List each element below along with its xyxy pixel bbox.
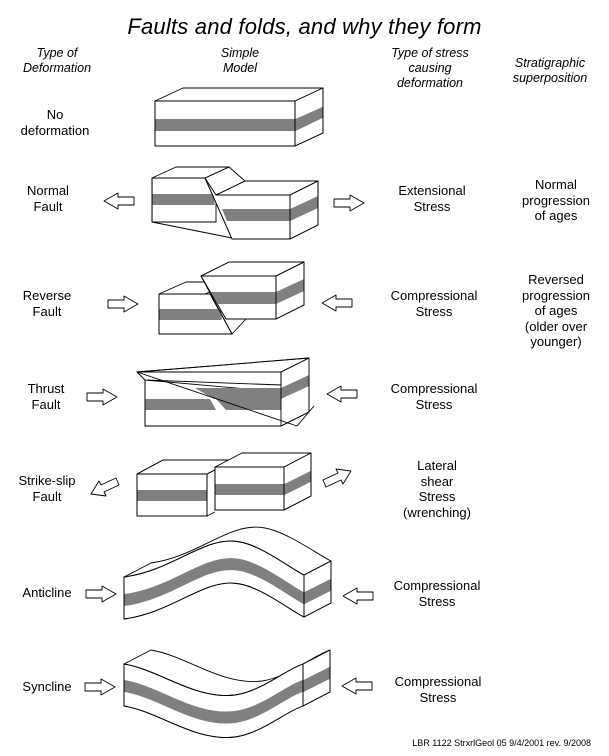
block-syncline	[123, 649, 331, 739]
stress-label-strike-slip-fault: Lateral shear Stress (wrenching)	[403, 458, 471, 520]
block-anticline	[123, 526, 332, 620]
arrow-down-left-icon	[90, 477, 120, 497]
strat-note-reverse-fault: Reversed progression of ages (older over…	[522, 272, 590, 349]
block-thrust-fault	[136, 357, 315, 427]
row-label-reverse-fault: Reverse Fault	[22, 288, 72, 319]
stress-label-anticline: Compressional Stress	[393, 578, 481, 609]
arrow-left-icon	[321, 294, 353, 312]
arrow-left-icon	[103, 192, 135, 210]
arrow-right-icon	[333, 194, 365, 212]
footer-credit: LBR 1122 StrxrlGeol 05 9/4/2001 rev. 9/2…	[412, 738, 591, 748]
row-label-no-deformation: No deformation	[20, 107, 90, 138]
header-type-of-deformation: Type of Deformation	[22, 46, 92, 75]
diagram-title: Faults and folds, and why they form	[127, 14, 482, 39]
arrow-right-icon	[85, 585, 117, 603]
arrow-right-icon	[84, 678, 116, 696]
stress-label-syncline: Compressional Stress	[394, 674, 482, 705]
header-stratigraphic-superposition: Stratigraphic superposition	[512, 56, 588, 85]
stress-label-thrust-fault: Compressional Stress	[390, 381, 478, 412]
row-label-syncline: Syncline	[22, 679, 72, 694]
block-reverse-fault	[158, 261, 305, 335]
arrow-right-icon	[107, 295, 139, 313]
arrow-up-right-icon	[322, 468, 352, 488]
row-label-normal-fault: Normal Fault	[27, 183, 69, 214]
arrow-left-icon	[342, 587, 374, 605]
arrow-right-icon	[86, 388, 118, 406]
stress-label-reverse-fault: Compressional Stress	[390, 288, 478, 319]
block-no-deformation	[154, 87, 324, 147]
row-label-strike-slip-fault: Strike-slip Fault	[18, 473, 76, 504]
header-simple-model: Simple Model	[220, 46, 260, 75]
block-strike-slip-fault	[136, 452, 312, 517]
arrow-left-icon	[341, 677, 373, 695]
row-label-thrust-fault: Thrust Fault	[27, 381, 65, 412]
row-label-anticline: Anticline	[22, 585, 72, 600]
header-stress-type: Type of stress causing deformation	[391, 46, 469, 90]
block-normal-fault	[151, 166, 319, 240]
arrow-left-icon	[326, 385, 358, 403]
strat-note-normal-fault: Normal progression of ages	[522, 177, 590, 223]
stress-label-normal-fault: Extensional Stress	[398, 183, 466, 214]
